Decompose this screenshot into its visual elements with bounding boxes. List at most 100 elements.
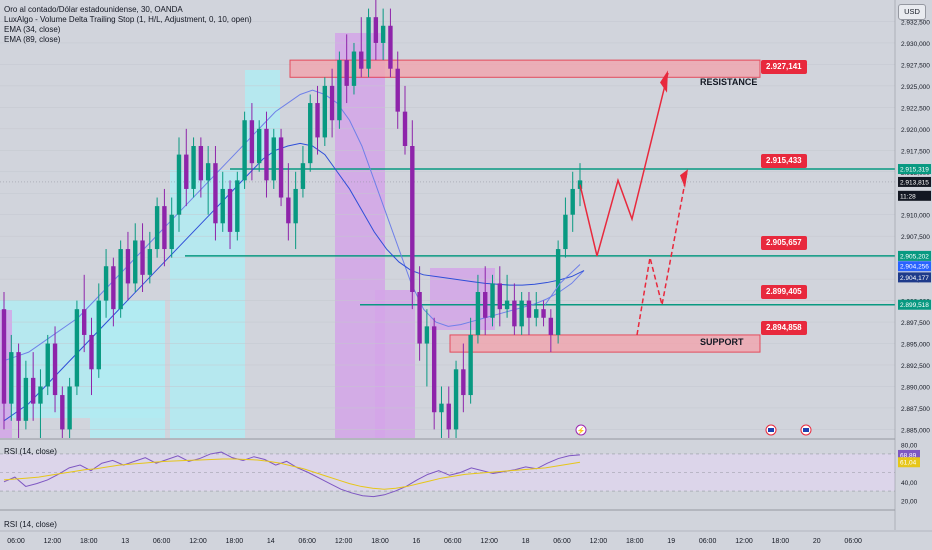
candle-body-31 (227, 188, 233, 232)
candle-body-56 (410, 146, 415, 292)
ema34-tail (544, 264, 581, 306)
candle-body-66 (483, 292, 488, 318)
price-tag-0: 2.915,319 (900, 167, 929, 174)
candle-body-78 (570, 188, 575, 215)
time-tick-18: 19 (667, 538, 675, 545)
price-tick-6: 2.917,500 (901, 148, 930, 155)
candle-body-4 (30, 377, 36, 404)
arrow-head-dashed (680, 169, 688, 189)
us-flag-stripe-1 (803, 428, 809, 432)
resistance-label: RESISTANCE (700, 77, 758, 87)
price-tick-16: 2.892,500 (901, 363, 930, 370)
candle-body-60 (439, 403, 444, 413)
price-tag-3: 2.905,202 (900, 253, 929, 260)
candle-body-0 (1, 309, 7, 404)
time-tick-8: 06:00 (298, 538, 316, 545)
time-tick-16: 12:00 (590, 538, 608, 545)
time-tick-7: 14 (267, 538, 275, 545)
level-tag-5: 2.894,858 (761, 321, 807, 335)
price-tick-2: 2.927,500 (901, 62, 930, 69)
price-tick-17: 2.890,000 (901, 384, 930, 391)
currency-button[interactable]: USD (898, 4, 926, 20)
time-tick-10: 18:00 (371, 538, 389, 545)
projection-path-solid (579, 72, 669, 257)
time-tick-6: 18:00 (226, 538, 244, 545)
candle-body-33 (242, 120, 247, 181)
candle-body-17 (125, 249, 131, 284)
candle-body-69 (504, 300, 510, 310)
price-tag-bg-5 (898, 272, 931, 283)
candle-body-12 (89, 334, 94, 370)
candle-body-20 (147, 249, 153, 275)
price-tag-1: 2.913,815 (900, 179, 929, 186)
time-tick-23: 06:00 (844, 538, 862, 545)
candle-body-1 (9, 352, 14, 404)
candle-body-3 (23, 377, 29, 421)
rsi-legend-secondary[interactable]: RSI (14, close) (4, 520, 57, 529)
candle-body-36 (264, 128, 269, 181)
candle-body-6 (45, 343, 50, 387)
price-tick-1: 2.930,000 (901, 41, 930, 48)
projection-path-dashed (636, 171, 688, 336)
indicator-ema89[interactable]: EMA (89, close) (4, 35, 61, 44)
price-tick-0: 2.932,500 (901, 19, 930, 26)
price-tick-18: 2.887,500 (901, 406, 930, 413)
price-tick-9: 2.910,000 (901, 213, 930, 220)
candle-body-63 (461, 369, 466, 396)
price-tag-bg-2 (898, 190, 931, 201)
time-tick-0: 06:00 (7, 538, 25, 545)
candle-body-55 (402, 111, 408, 146)
horizontal-lines (0, 168, 895, 306)
symbol-title[interactable]: Oro al contado/Dólar estadounidense, 30,… (4, 5, 183, 14)
sr-zones (289, 59, 761, 353)
candle-body-34 (249, 120, 255, 164)
price-tag-bg-0 (898, 164, 931, 175)
candle-body-26 (191, 146, 196, 189)
candle-body-73 (534, 309, 539, 318)
candle-body-61 (446, 403, 451, 430)
candle-body-57 (417, 292, 422, 344)
candle-body-18 (133, 240, 138, 284)
lightning-icon (575, 424, 587, 436)
candle-body-46 (337, 60, 342, 121)
candle-body-13 (96, 300, 101, 370)
indicator-luxalgo[interactable]: LuxAlgo - Volume Delta Trailing Stop (1,… (4, 15, 252, 24)
level-tag-2: 2.915,433 (761, 154, 807, 168)
candle-body-2 (16, 352, 21, 421)
rsi-ma-line (3, 458, 581, 490)
event-icons: ⚡ (575, 424, 812, 436)
time-tick-22: 20 (813, 538, 821, 545)
rsi-legend[interactable]: RSI (14, close) (4, 447, 57, 456)
candle-body-68 (497, 283, 502, 310)
indicator-ema34[interactable]: EMA (34, close) (4, 25, 61, 34)
candle-body-45 (329, 85, 335, 121)
price-tag-bg-4 (898, 261, 931, 272)
candle-body-75 (548, 317, 554, 335)
rsi-tag-0: 68,89 (900, 452, 917, 459)
candle-body-28 (205, 163, 211, 181)
price-axis: 2.932,500 2.930,000 2.927,500 2.925,000 2.92… (894, 0, 932, 550)
candle-body-52 (380, 25, 386, 43)
candle-body-10 (74, 309, 80, 387)
candle-body-21 (154, 206, 160, 250)
time-tick-20: 12:00 (735, 538, 753, 545)
us-flag-stripe-0 (768, 428, 774, 432)
candle-body-43 (315, 103, 320, 138)
candle-body-49 (359, 51, 364, 69)
candle-body-16 (118, 249, 123, 310)
price-tick-19: 2.885,000 (901, 427, 930, 434)
candle-body-54 (395, 68, 400, 112)
price-tag-bg-3 (898, 250, 931, 261)
candle-body-48 (351, 51, 357, 86)
candle-body-76 (555, 249, 561, 335)
candle-body-11 (82, 309, 87, 335)
time-tick-11: 16 (413, 538, 421, 545)
price-tag-5: 2.904,177 (900, 275, 929, 282)
price-grid (0, 21, 895, 430)
candle-body-59 (431, 326, 437, 413)
candle-body-51 (373, 17, 379, 43)
candle-body-8 (60, 395, 65, 430)
candle-body-77 (563, 214, 568, 250)
time-tick-9: 12:00 (335, 538, 353, 545)
